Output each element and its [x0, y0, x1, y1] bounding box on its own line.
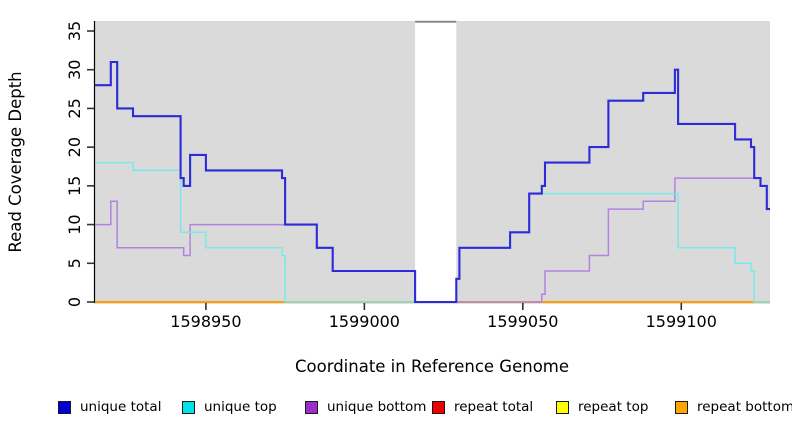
legend-item-unique-total: unique total — [58, 399, 161, 415]
legend-swatch-unique-top — [182, 400, 195, 414]
legend-item-repeat-bottom: repeat bottom — [675, 399, 792, 415]
y-tick-label: 35 — [65, 21, 84, 41]
y-tick-label: 10 — [65, 214, 84, 234]
legend-swatch-unique-bottom — [305, 400, 318, 414]
legend-label-unique-total: unique total — [80, 399, 162, 415]
legend-label-unique-bottom: unique bottom — [327, 399, 427, 415]
legend-item-repeat-top: repeat top — [556, 399, 648, 415]
y-tick-label: 25 — [65, 98, 84, 118]
y-axis-title: Read Coverage Depth — [6, 71, 25, 252]
legend: unique total unique top unique bottom repea… — [0, 399, 792, 421]
masked-region — [415, 22, 457, 303]
x-tick-label: 1599050 — [487, 312, 558, 331]
legend-swatch-repeat-top — [556, 400, 569, 414]
x-tick-label: 1599000 — [329, 312, 400, 331]
legend-swatch-repeat-bottom — [675, 400, 688, 414]
legend-label-repeat-top: repeat top — [578, 399, 649, 415]
legend-item-repeat-total: repeat total — [432, 399, 533, 415]
legend-swatch-unique-total — [58, 400, 71, 414]
legend-label-unique-top: unique top — [204, 399, 277, 415]
y-tick-label: 0 — [65, 297, 84, 307]
y-tick-label: 5 — [65, 258, 84, 268]
y-tick-label: 30 — [65, 60, 84, 80]
x-tick-label: 1598950 — [170, 312, 241, 331]
series-layer — [95, 20, 770, 304]
legend-swatch-repeat-total — [432, 400, 445, 414]
series-line-unique-bottom — [95, 177, 770, 303]
legend-label-repeat-bottom: repeat bottom — [697, 399, 792, 415]
legend-item-unique-bottom: unique bottom — [305, 399, 426, 415]
y-tick-label: 20 — [65, 137, 84, 157]
series-line-unique-total — [95, 60, 770, 304]
y-tick-label: 15 — [65, 176, 84, 196]
x-tick-label: 1599100 — [646, 312, 717, 331]
legend-item-unique-top: unique top — [182, 399, 277, 415]
chart-canvas: 1598950 1599000 1599050 1599100 0 5 10 15 20 25 30… — [6, 20, 770, 376]
legend-label-repeat-total: repeat total — [454, 399, 534, 415]
x-axis-title: Coordinate in Reference Genome — [295, 357, 569, 376]
